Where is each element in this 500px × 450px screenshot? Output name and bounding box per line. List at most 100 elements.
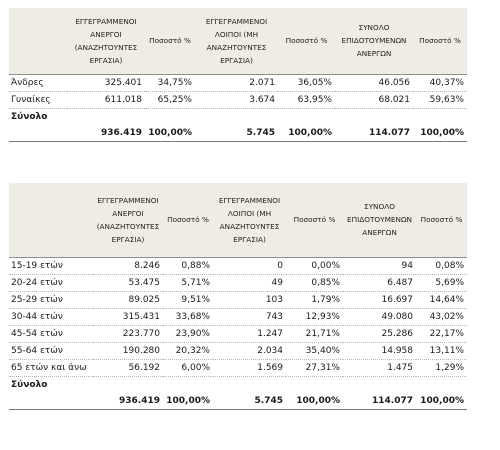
cell: 2.034 [213,342,286,360]
cell: 59,63% [413,91,467,109]
cell: 89.025 [93,291,163,309]
row-label: 45-54 ετών [9,325,93,343]
header-registered-other: ΕΓΓΕΓΡΑΜΜΕΝΟΙ ΛΟΙΠΟΙ (ΜΗ ΑΝΑΖΗΤΟΥΝΤΕΣ ΕΡ… [213,183,286,257]
header-percent: Ποσοστό % [278,8,335,74]
total-label: Σύνολο [11,379,48,390]
total-cell: 100,00% [413,124,467,142]
cell: 16.697 [343,291,416,309]
cell: 1.475 [343,359,416,377]
total-cell: 100,00% [163,392,213,410]
table-row: 45-54 ετών 223.770 23,90% 1.247 21,71% 2… [9,325,467,343]
gender-table: ΕΓΓΕΓΡΑΜΜΕΝΟΙ ΑΝΕΡΓΟΙ (ΑΝΑΖΗΤΟΥΝΤΕΣ ΕΡΓΑ… [9,8,467,142]
header-percent: Ποσοστό % [163,183,213,257]
header-registered-unemployed: ΕΓΓΕΓΡΑΜΜΕΝΟΙ ΑΝΕΡΓΟΙ (ΑΝΑΖΗΤΟΥΝΤΕΣ ΕΡΓΑ… [93,183,163,257]
total-cell: 100,00% [286,392,343,410]
table-row: 25-29 ετών 89.025 9,51% 103 1,79% 16.697… [9,291,467,309]
cell: 1.569 [213,359,286,377]
cell: 0,88% [163,256,213,275]
cell: 49 [213,274,286,292]
row-label: 30-44 ετών [9,308,93,326]
table-row: Γυναίκες 611.018 65,25% 3.674 63,95% 68.… [9,91,467,109]
cell: 13,11% [416,342,467,360]
header-registered-other: ΕΓΓΕΓΡΑΜΜΕΝΟΙ ΛΟΙΠΟΙ (ΜΗ ΑΝΑΖΗΤΟΥΝΤΕΣ ΕΡ… [195,8,278,74]
cell: 20,32% [163,342,213,360]
cell: 25.286 [343,325,416,343]
cell: 0,85% [286,274,343,292]
cell: 43,02% [416,308,467,326]
total-label-row: Σύνολο [9,108,467,125]
cell: 27,31% [286,359,343,377]
cell: 1.247 [213,325,286,343]
cell: 3.674 [195,91,278,109]
total-cell: 936.419 [67,124,145,142]
total-row: 936.419 100,00% 5.745 100,00% 114.077 10… [9,124,467,142]
cell: 315.431 [93,308,163,326]
row-label: 25-29 ετών [9,291,93,309]
cell: 56.192 [93,359,163,377]
total-cell: 5.745 [213,392,286,410]
total-label-row: Σύνολο [9,376,467,393]
cell: 9,51% [163,291,213,309]
cell: 46.056 [335,73,413,92]
corner-cell [9,8,67,74]
header-percent: Ποσοστό % [413,8,467,74]
cell: 325.401 [67,73,145,92]
header-row: ΕΓΓΕΓΡΑΜΜΕΝΟΙ ΑΝΕΡΓΟΙ (ΑΝΑΖΗΤΟΥΝΤΕΣ ΕΡΓΑ… [9,183,467,257]
cell: 14.958 [343,342,416,360]
cell: 5,69% [416,274,467,292]
cell: 35,40% [286,342,343,360]
row-label: 15-19 ετών [9,256,93,275]
cell: 49.080 [343,308,416,326]
header-percent: Ποσοστό % [416,183,467,257]
header-registered-unemployed: ΕΓΓΕΓΡΑΜΜΕΝΟΙ ΑΝΕΡΓΟΙ (ΑΝΑΖΗΤΟΥΝΤΕΣ ΕΡΓΑ… [67,8,145,74]
row-label: 55-64 ετών [9,342,93,360]
total-cell: 100,00% [278,124,335,142]
cell: 0,08% [416,256,467,275]
table-row: 20-24 ετών 53.475 5,71% 49 0,85% 6.487 5… [9,274,467,292]
total-label: Σύνολο [11,111,48,122]
cell: 21,71% [286,325,343,343]
cell: 0 [213,256,286,275]
row-label: 20-24 ετών [9,274,93,292]
total-cell: 5.745 [195,124,278,142]
cell: 611.018 [67,91,145,109]
cell: 0,00% [286,256,343,275]
table-row: Άνδρες 325.401 34,75% 2.071 36,05% 46.05… [9,73,467,92]
row-label: 65 ετών και άνω [9,359,93,377]
cell: 14,64% [416,291,467,309]
cell: 36,05% [278,73,335,92]
cell: 33,68% [163,308,213,326]
total-cell: 100,00% [145,124,195,142]
header-percent: Ποσοστό % [145,8,195,74]
corner-cell [9,183,93,257]
cell: 65,25% [145,91,195,109]
table-row: 65 ετών και άνω 56.192 6,00% 1.569 27,31… [9,359,467,377]
cell: 94 [343,256,416,275]
table-row: 15-19 ετών 8.246 0,88% 0 0,00% 94 0,08% [9,256,467,275]
table-row: 30-44 ετών 315.431 33,68% 743 12,93% 49.… [9,308,467,326]
cell: 5,71% [163,274,213,292]
cell: 23,90% [163,325,213,343]
cell: 8.246 [93,256,163,275]
cell: 6,00% [163,359,213,377]
cell: 6.487 [343,274,416,292]
row-label: Άνδρες [9,73,67,92]
header-subsidized-total: ΣΥΝΟΛΟ ΕΠΙΔΟΤΟΥΜΕΝΩΝ ΑΝΕΡΓΩΝ [335,8,413,74]
cell: 2.071 [195,73,278,92]
total-cell: 114.077 [343,392,416,410]
header-percent: Ποσοστό % [286,183,343,257]
cell: 190.280 [93,342,163,360]
total-cell: 100,00% [416,392,467,410]
cell: 68.021 [335,91,413,109]
header-row: ΕΓΓΕΓΡΑΜΜΕΝΟΙ ΑΝΕΡΓΟΙ (ΑΝΑΖΗΤΟΥΝΤΕΣ ΕΡΓΑ… [9,8,467,74]
cell: 22,17% [416,325,467,343]
age-table: ΕΓΓΕΓΡΑΜΜΕΝΟΙ ΑΝΕΡΓΟΙ (ΑΝΑΖΗΤΟΥΝΤΕΣ ΕΡΓΑ… [9,183,467,410]
total-cell: 114.077 [335,124,413,142]
row-label: Γυναίκες [9,91,67,109]
total-row: 936.419 100,00% 5.745 100,00% 114.077 10… [9,392,467,410]
cell: 63,95% [278,91,335,109]
cell: 40,37% [413,73,467,92]
total-cell: 936.419 [93,392,163,410]
cell: 1,29% [416,359,467,377]
cell: 12,93% [286,308,343,326]
